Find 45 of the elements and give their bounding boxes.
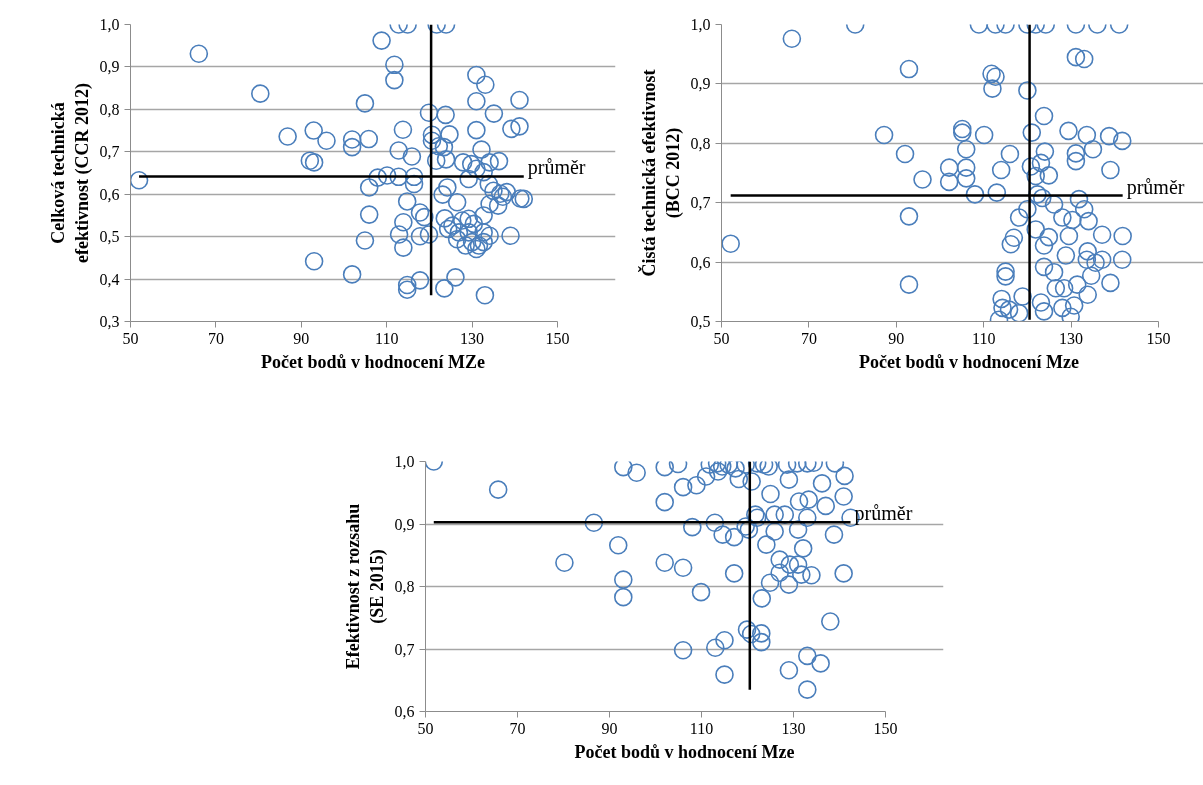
x-tick-label: 50 <box>417 719 434 737</box>
y-tick-label: 0,7 <box>690 194 711 212</box>
y-tick-label: 0,6 <box>394 703 415 720</box>
ref-line-label: průměr <box>527 156 586 180</box>
x-tick-label: 130 <box>1059 329 1084 347</box>
x-tick-label: 90 <box>888 329 905 347</box>
x-tick-label: 90 <box>293 329 310 347</box>
ref-line-label: průměr <box>1126 175 1185 199</box>
y-tick-label: 0,6 <box>99 185 120 203</box>
y-tick-label: 0,9 <box>690 75 711 93</box>
x-tick-label: 150 <box>873 719 898 737</box>
x-tick-label: 150 <box>545 329 570 347</box>
x-tick-label: 90 <box>601 719 618 737</box>
x-tick-label: 110 <box>972 329 996 347</box>
y-axis-title: Efektivnost z rozsahu (SE 2015) <box>342 503 388 670</box>
y-tick-label: 0,6 <box>690 253 711 271</box>
x-axis-title: Počet bodů v hodnocení MZe <box>261 351 486 372</box>
x-axis-title: Počet bodů v hodnocení Mze <box>859 351 1080 372</box>
x-tick-label: 110 <box>689 719 714 737</box>
x-tick-label: 50 <box>713 329 730 347</box>
y-tick-label: 0,7 <box>394 640 415 658</box>
x-tick-label: 70 <box>800 329 817 347</box>
x-tick-label: 110 <box>375 329 399 347</box>
y-tick-label: 0,9 <box>394 515 415 533</box>
y-tick-label: 0,9 <box>99 58 120 76</box>
y-tick-label: 0,4 <box>99 270 120 288</box>
y-tick-label: 0,8 <box>394 578 415 595</box>
y-tick-label: 0,3 <box>99 313 120 330</box>
x-tick-label: 50 <box>122 329 139 347</box>
x-axis-title: Počet bodů v hodnocení Mze <box>574 741 795 762</box>
y-tick-label: 0,5 <box>99 228 120 246</box>
x-tick-label: 130 <box>460 329 485 347</box>
y-tick-label: 0,5 <box>690 313 711 330</box>
y-tick-label: 0,8 <box>99 100 120 118</box>
x-tick-label: 70 <box>509 719 526 737</box>
x-tick-label: 70 <box>207 329 224 347</box>
y-tick-label: 0,8 <box>690 134 711 152</box>
y-tick-label: 1,0 <box>690 16 711 33</box>
y-tick-label: 1,0 <box>99 16 120 33</box>
y-tick-label: 1,0 <box>394 453 415 470</box>
y-axis-title: Čistá technická efektivnost (BCC 2012) <box>637 69 684 277</box>
x-tick-label: 130 <box>781 719 806 737</box>
y-axis-title: Celková technická efektivnost (CCR 2012) <box>47 83 93 263</box>
y-tick-label: 0,7 <box>99 143 120 161</box>
x-tick-label: 150 <box>1146 329 1171 347</box>
